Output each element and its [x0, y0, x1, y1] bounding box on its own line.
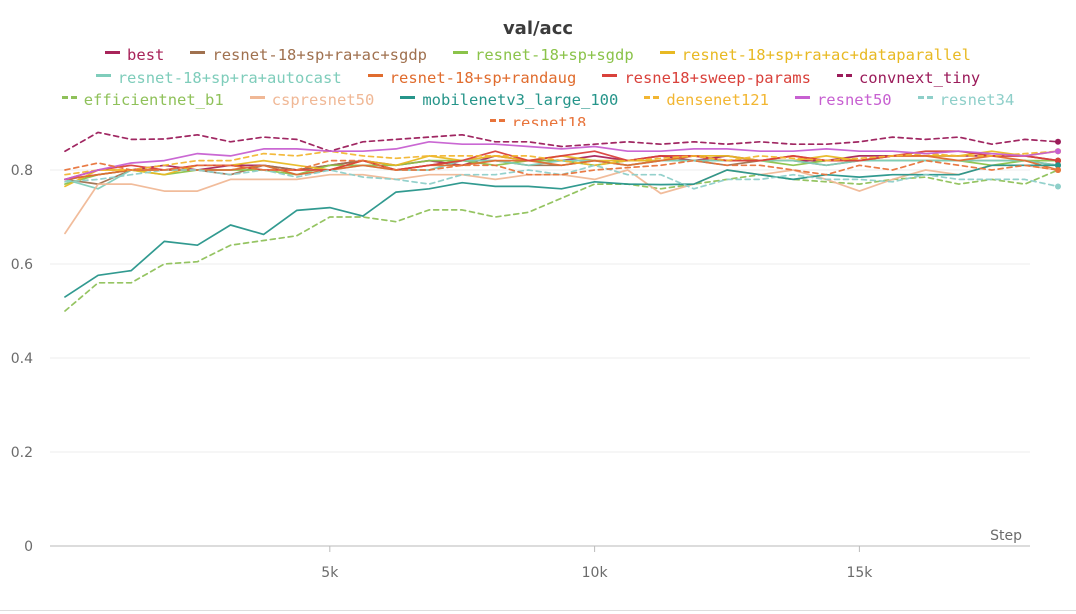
legend-label: resnet-18+sp+ra+ac+sgdp	[212, 46, 428, 64]
legend-swatch	[659, 51, 675, 54]
x-tick-label: 10k	[582, 565, 609, 581]
legend-item-resnet-18-sp-ra-ac-dataparallel[interactable]: resnet-18+sp+ra+ac+dataparallel	[659, 44, 971, 67]
series-line-best	[64, 155, 1059, 181]
legend-item-resnet-18-sp-ra-autocast[interactable]: resnet-18+sp+ra+autocast	[95, 67, 342, 90]
legend-item-resnet34[interactable]: resnet34	[917, 89, 1015, 112]
y-tick-label: 0.2	[11, 445, 33, 461]
series-line-densenet121	[64, 150, 1059, 176]
legend-swatch	[489, 118, 505, 122]
legend-item-best[interactable]: best	[105, 44, 164, 67]
series-endpoint-resnet18	[1055, 167, 1061, 173]
legend-swatch	[453, 51, 469, 54]
legend-item-densenet121[interactable]: densenet121	[644, 89, 769, 112]
legend-label: cspresnet50	[271, 91, 375, 109]
legend-swatch	[794, 96, 810, 99]
x-tick-label: 5k	[321, 565, 339, 581]
legend-swatch	[105, 51, 121, 54]
legend-swatch	[836, 73, 852, 77]
legend-item-resnet50[interactable]: resnet50	[794, 89, 892, 112]
y-tick-label: 0.6	[11, 257, 33, 273]
series-line-resnet-18-sp-ra-ac-sgdp	[64, 159, 1059, 185]
legend-swatch	[249, 96, 265, 99]
legend-item-mobilenetv3-large-100[interactable]: mobilenetv3_large_100	[400, 89, 618, 112]
legend-item-cspresnet50[interactable]: cspresnet50	[249, 89, 375, 112]
y-tick-label: 0	[24, 539, 33, 555]
legend-label: convnext_tiny	[858, 68, 981, 87]
legend-swatch	[61, 96, 77, 99]
series-line-efficientnet-b1	[64, 169, 1059, 312]
series-endpoint-convnext-tiny	[1055, 138, 1061, 145]
x-tick-label: 15k	[846, 565, 873, 581]
legend-label: resnet-18+sp+sgdp	[475, 46, 634, 64]
legend-label: resne18+sweep-params	[624, 68, 811, 87]
legend-item-resnet-18-sp-sgdp[interactable]: resnet-18+sp+sgdp	[453, 44, 634, 67]
legend-swatch	[367, 73, 383, 77]
series-endpoint-resne18-sweep-params	[1055, 157, 1061, 164]
legend-label: densenet121	[666, 91, 769, 109]
series-line-resnet50	[64, 140, 1059, 181]
legend-label: mobilenetv3_large_100	[422, 91, 619, 109]
legend-item-convnext-tiny[interactable]: convnext_tiny	[836, 67, 981, 90]
legend-label: resnet-18+sp+ra+autocast	[117, 68, 342, 87]
legend-swatch	[644, 96, 660, 99]
series-endpoint-mobilenetv3-large-100	[1055, 162, 1061, 169]
legend-item-efficientnet-b1[interactable]: efficientnet_b1	[61, 89, 224, 112]
series-line-mobilenetv3-large-100	[64, 164, 1059, 298]
legend-label: efficientnet_b1	[83, 91, 224, 109]
legend-swatch	[602, 73, 618, 77]
panel-divider	[0, 610, 1076, 611]
legend-swatch	[190, 51, 206, 54]
chart-title: val/acc	[502, 18, 574, 39]
series-line-resnet34	[64, 164, 1059, 190]
y-tick-label: 0.8	[11, 163, 33, 179]
x-axis-label: Step	[990, 528, 1022, 544]
y-tick-label: 0.4	[11, 351, 33, 367]
series-endpoint-resnet34	[1055, 183, 1061, 190]
series-endpoint-resnet50	[1055, 148, 1061, 155]
legend: best resnet-18+sp+ra+ac+sgdp resnet-18+sp+…	[30, 44, 1046, 126]
legend-swatch	[917, 96, 933, 99]
legend-label: resnet-18+sp+randaug	[389, 68, 577, 87]
legend-label: resnet-18+sp+ra+ac+dataparallel	[681, 46, 971, 64]
legend-label: best	[127, 46, 165, 64]
legend-label: resnet50	[816, 91, 892, 109]
legend-item-resne18-sweep-params[interactable]: resne18+sweep-params	[602, 67, 811, 90]
legend-swatch	[95, 73, 111, 77]
legend-label: resnet18	[511, 113, 587, 127]
legend-swatch	[400, 96, 416, 99]
legend-item-resnet18[interactable]: resnet18	[489, 112, 587, 127]
series-line-cspresnet50	[64, 164, 1059, 235]
series-line-convnext-tiny	[64, 131, 1059, 153]
series-line-resnet18	[64, 159, 1059, 176]
legend-label: resnet34	[939, 91, 1015, 109]
legend-item-resnet-18-sp-ra-ac-sgdp[interactable]: resnet-18+sp+ra+ac+sgdp	[190, 44, 427, 67]
legend-item-resnet-18-sp-randaug[interactable]: resnet-18+sp+randaug	[367, 67, 577, 90]
